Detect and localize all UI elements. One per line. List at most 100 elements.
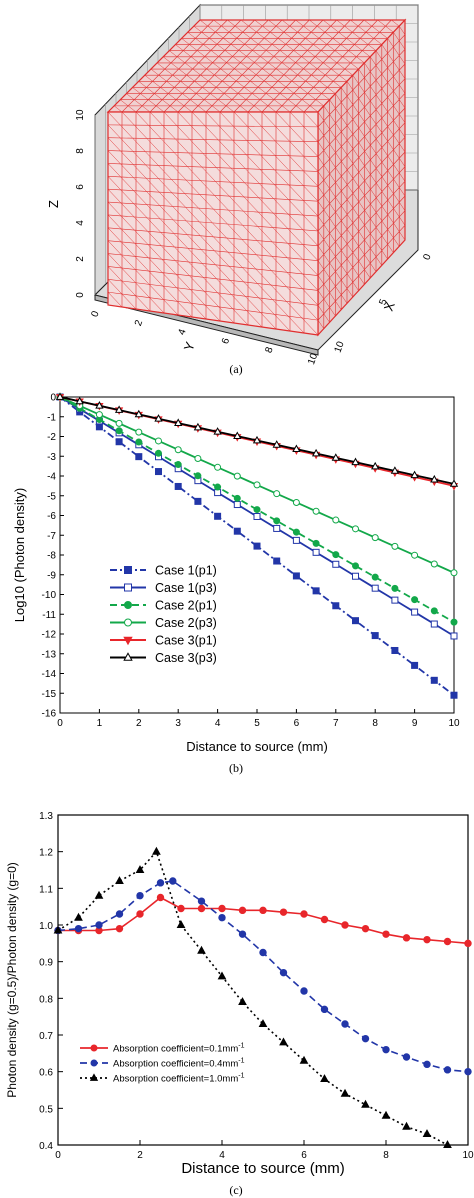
y-tick-label: 1.3 [39, 811, 53, 822]
side-hline [317, 63, 406, 157]
front-diag [107, 163, 263, 328]
top-vline [191, 19, 283, 113]
top-diag [268, 19, 348, 82]
series-markers [56, 393, 458, 577]
circle-marker [214, 483, 222, 491]
circle-marker [74, 924, 83, 933]
circle-marker [382, 1045, 390, 1054]
square-marker [115, 438, 123, 446]
top-vline [289, 19, 378, 113]
front-hline [107, 188, 319, 202]
front-hline [107, 240, 319, 261]
circle-marker [371, 534, 379, 542]
triangle-marker [53, 925, 63, 934]
side-diag [317, 305, 330, 323]
front-diag [107, 111, 319, 336]
front-hline [107, 150, 319, 157]
triangle-marker [114, 405, 124, 413]
caption-b: (b) [229, 761, 243, 775]
square-marker [95, 423, 103, 431]
triangle-marker [193, 422, 203, 431]
panel-c-legend: Absorption coefficient=0.1mm-1 Absorption… [80, 1043, 245, 1085]
circle-marker [90, 1044, 98, 1052]
circle-marker [430, 607, 438, 615]
front-diag [121, 111, 319, 321]
side-hline [317, 195, 406, 291]
circle-marker [273, 490, 281, 498]
square-marker [371, 632, 379, 640]
front-diag [107, 214, 207, 320]
y-tick-label: 0.8 [39, 994, 53, 1005]
top-vline [107, 19, 201, 113]
top-diag [281, 19, 353, 76]
triangle-marker [361, 1099, 370, 1108]
circle-marker [115, 924, 124, 933]
y-tick-label: -9 [47, 570, 56, 581]
y-axis-label: Y [181, 339, 198, 353]
y-tick-label: 10 [306, 352, 320, 367]
circle-marker [135, 428, 143, 436]
legend-label: Case 2(p3) [155, 616, 217, 630]
side-diag [317, 141, 394, 253]
circle-marker [312, 507, 320, 515]
circle-marker [259, 906, 267, 915]
circle-marker [259, 948, 267, 957]
circle-marker [238, 930, 247, 938]
side-diag [329, 99, 406, 211]
side-diag [317, 319, 325, 329]
top-diag [391, 19, 400, 27]
circle-marker [95, 921, 103, 929]
triangle-marker [123, 636, 133, 646]
triangle-marker [381, 1110, 391, 1119]
x-tick-label: 8 [383, 1150, 389, 1161]
triangle-marker [135, 865, 145, 874]
front-diag [275, 111, 319, 157]
triangle-marker [95, 401, 104, 409]
circle-marker [371, 573, 379, 581]
square-marker [332, 602, 340, 610]
z-tick-label: 0 [75, 292, 86, 298]
side-diag [340, 87, 406, 182]
circle-marker [292, 528, 300, 536]
square-marker [371, 584, 379, 592]
top-vline [303, 19, 392, 113]
x-tick-label: 5 [254, 718, 260, 729]
side-diag [323, 105, 406, 226]
legend-label: Absorption coefficient=1.0mm-1 [113, 1073, 245, 1085]
top-diag [187, 32, 291, 113]
triangle-marker [258, 1019, 268, 1028]
series-line [59, 396, 455, 696]
square-marker [292, 536, 300, 544]
square-marker [273, 557, 281, 565]
top-diag [199, 19, 319, 113]
front-hline [107, 253, 319, 276]
front-hline [107, 163, 319, 172]
side-hline [317, 151, 406, 247]
square-marker [312, 587, 320, 595]
x-axis-label-b: Distance to source (mm) [186, 739, 328, 754]
side-diag [317, 290, 336, 317]
circle-marker [464, 939, 472, 948]
circle-marker [136, 891, 144, 900]
circle-marker [341, 1020, 349, 1028]
y-axis-label-c: Photon density (g=0.5)/Photon density (g… [5, 862, 19, 1097]
top-diag [156, 62, 221, 113]
y-tick-label: -3 [47, 452, 56, 463]
front-diag [107, 266, 151, 312]
series-markers [54, 893, 472, 948]
side-hline [317, 166, 406, 261]
triangle-marker [123, 652, 133, 661]
circle-marker [292, 498, 300, 506]
top-diag [150, 68, 207, 113]
x-tick-label: 8 [372, 718, 378, 729]
side-hline [317, 181, 406, 276]
circle-marker [430, 560, 438, 568]
front-hline [107, 227, 319, 247]
front-diag [219, 111, 319, 217]
side-diag [317, 156, 388, 260]
side-hline [317, 107, 406, 202]
front-diag [177, 111, 319, 261]
square-marker [174, 482, 182, 490]
x-tick-label: 3 [175, 718, 181, 729]
circle-marker [197, 904, 206, 913]
